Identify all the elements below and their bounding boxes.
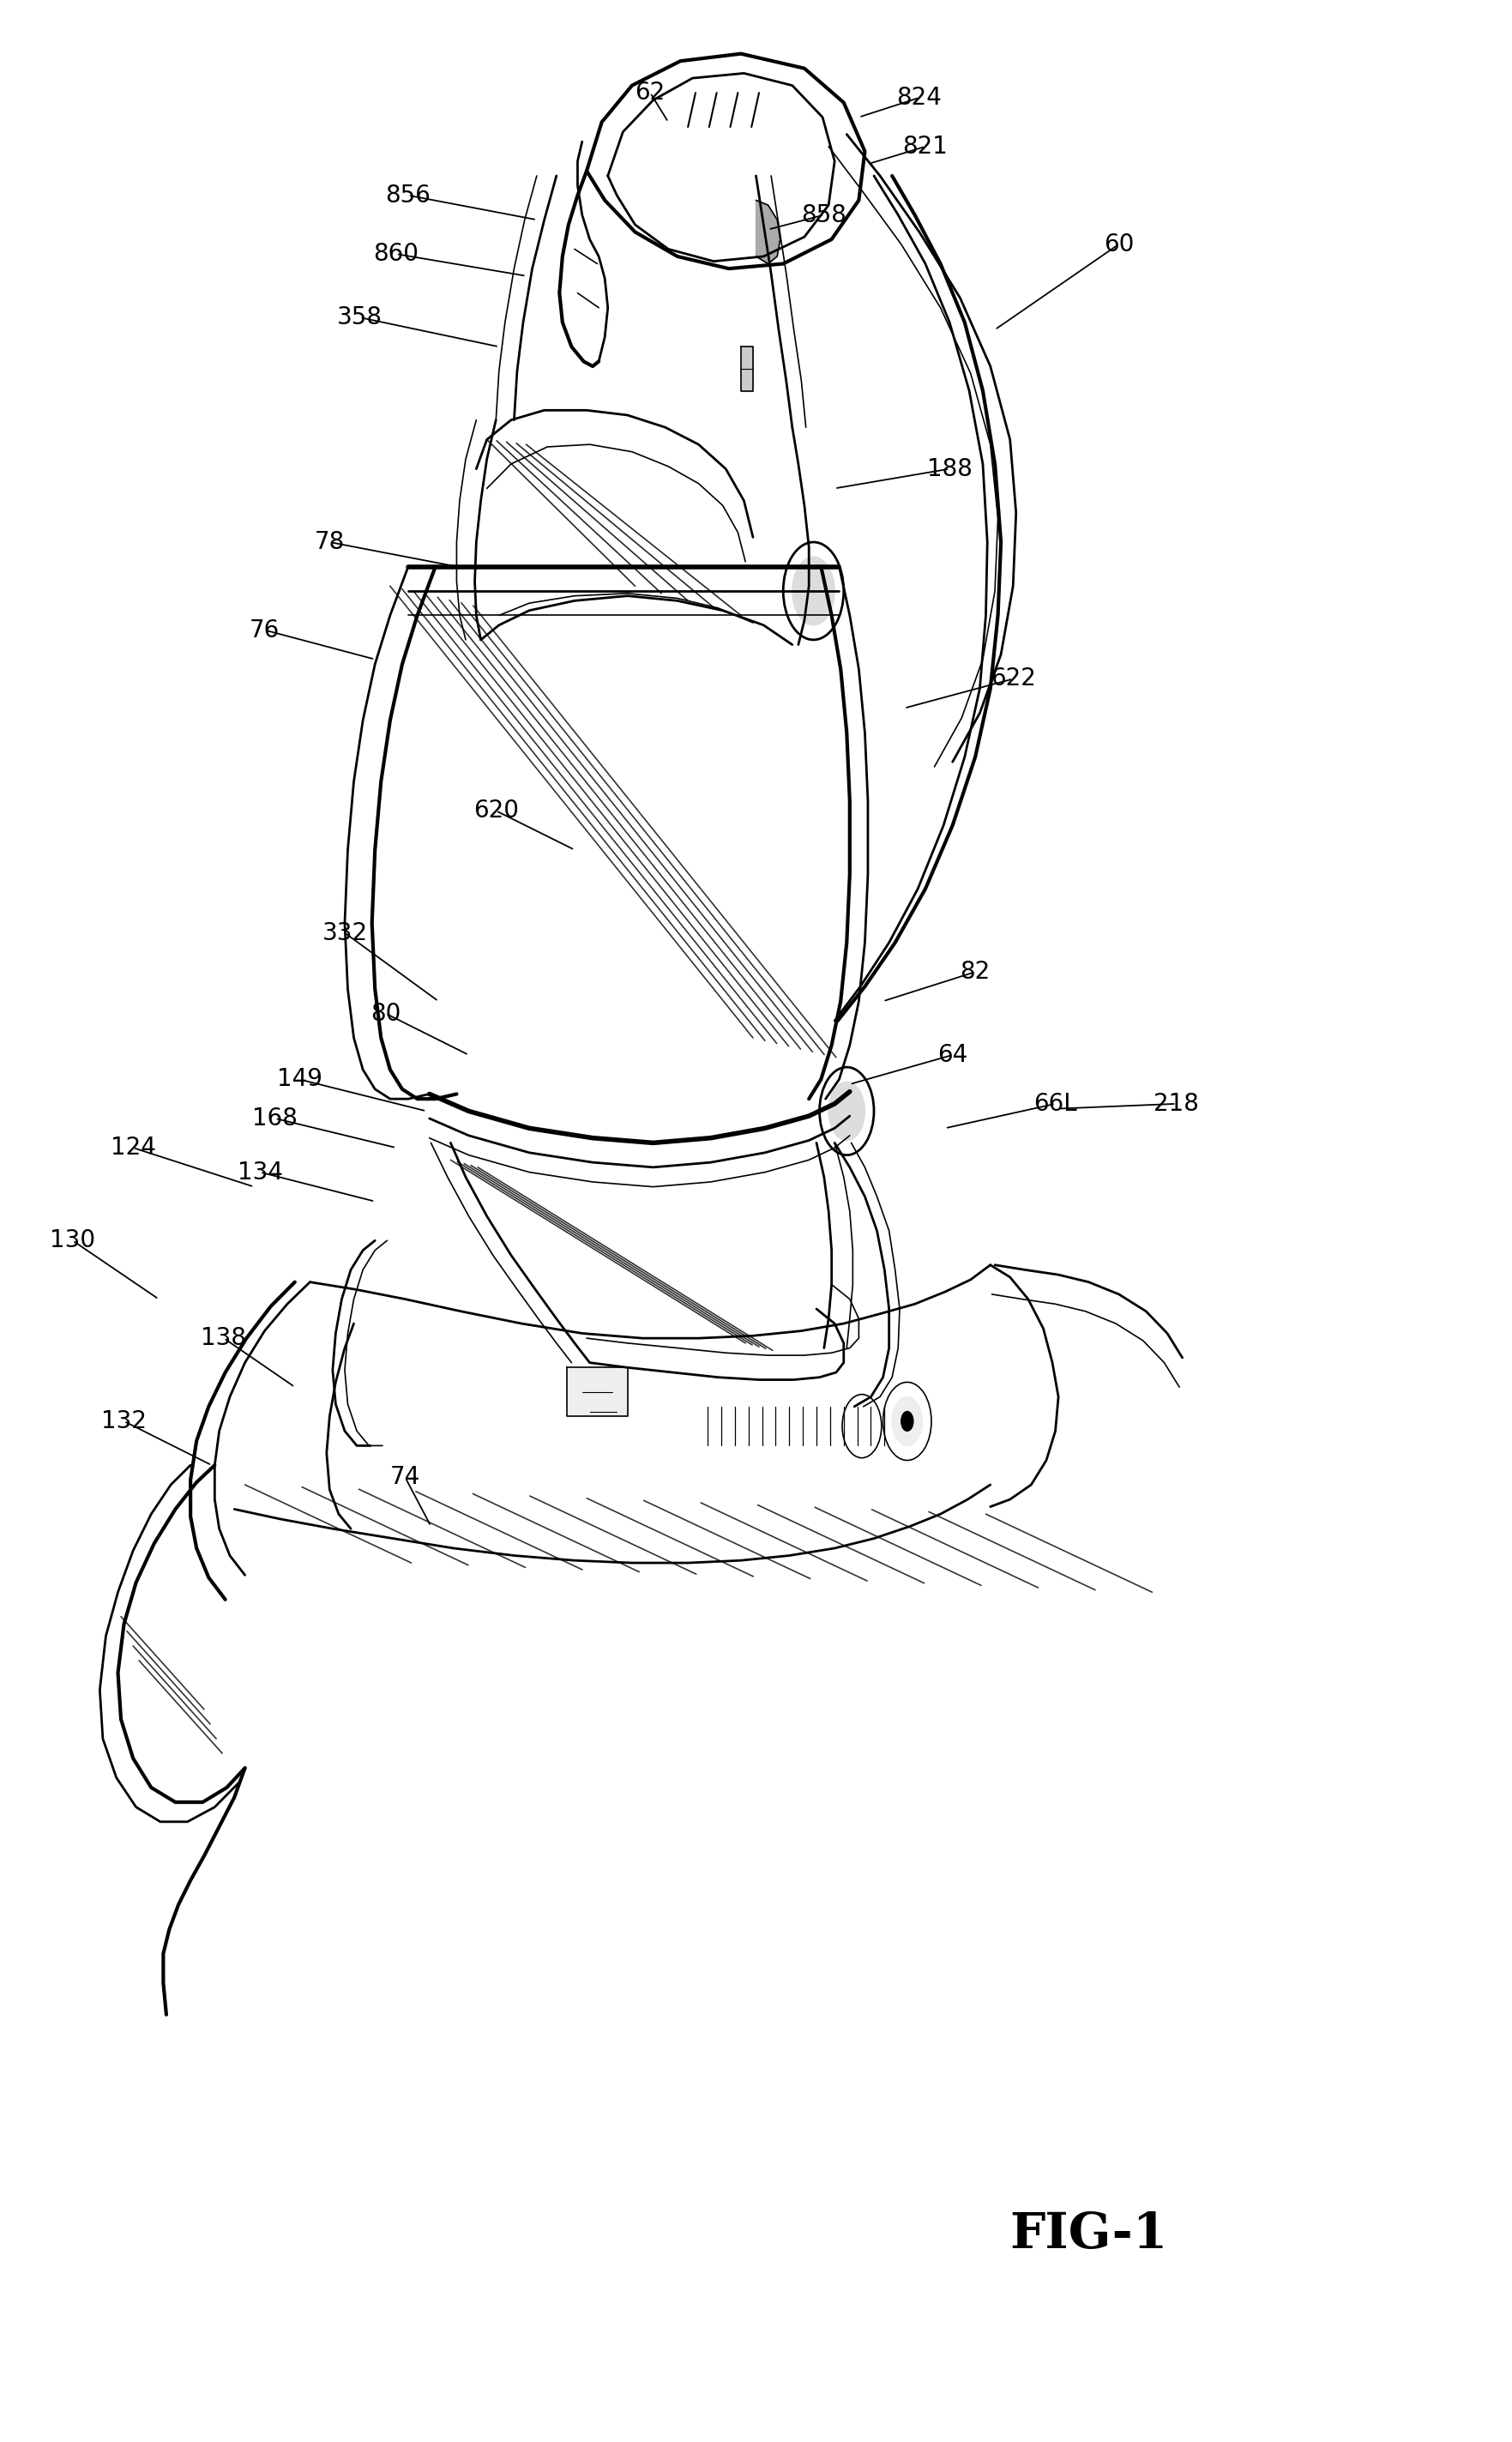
Circle shape bbox=[892, 1397, 922, 1446]
Text: 149: 149 bbox=[277, 1067, 322, 1092]
Text: 124: 124 bbox=[110, 1136, 156, 1160]
Circle shape bbox=[901, 1411, 913, 1431]
Text: 860: 860 bbox=[373, 242, 419, 266]
Text: 821: 821 bbox=[903, 134, 948, 159]
Text: 66L: 66L bbox=[1034, 1092, 1077, 1116]
Text: 358: 358 bbox=[337, 305, 383, 330]
Text: 856: 856 bbox=[386, 183, 431, 208]
Text: 78: 78 bbox=[314, 530, 345, 554]
Text: 80: 80 bbox=[370, 1001, 401, 1026]
Polygon shape bbox=[567, 1368, 627, 1416]
Text: 622: 622 bbox=[990, 667, 1036, 691]
Polygon shape bbox=[741, 347, 753, 391]
Text: 76: 76 bbox=[249, 618, 280, 642]
Text: FIG-1: FIG-1 bbox=[1010, 2210, 1167, 2259]
Text: 134: 134 bbox=[237, 1160, 283, 1184]
Circle shape bbox=[792, 557, 835, 625]
Text: 168: 168 bbox=[253, 1106, 298, 1131]
Text: 218: 218 bbox=[1154, 1092, 1199, 1116]
Text: 332: 332 bbox=[322, 921, 367, 945]
Text: 620: 620 bbox=[473, 799, 519, 823]
Text: 858: 858 bbox=[801, 203, 847, 227]
Text: 82: 82 bbox=[960, 960, 990, 984]
Text: 64: 64 bbox=[937, 1043, 968, 1067]
Text: 188: 188 bbox=[927, 457, 972, 481]
Text: 60: 60 bbox=[1104, 232, 1134, 256]
Circle shape bbox=[829, 1082, 865, 1140]
Text: 130: 130 bbox=[50, 1228, 95, 1253]
Text: 824: 824 bbox=[897, 85, 942, 110]
Text: 132: 132 bbox=[101, 1409, 147, 1433]
Polygon shape bbox=[756, 200, 780, 264]
Text: 74: 74 bbox=[390, 1465, 420, 1490]
Text: 62: 62 bbox=[635, 81, 665, 105]
Text: 138: 138 bbox=[201, 1326, 246, 1350]
